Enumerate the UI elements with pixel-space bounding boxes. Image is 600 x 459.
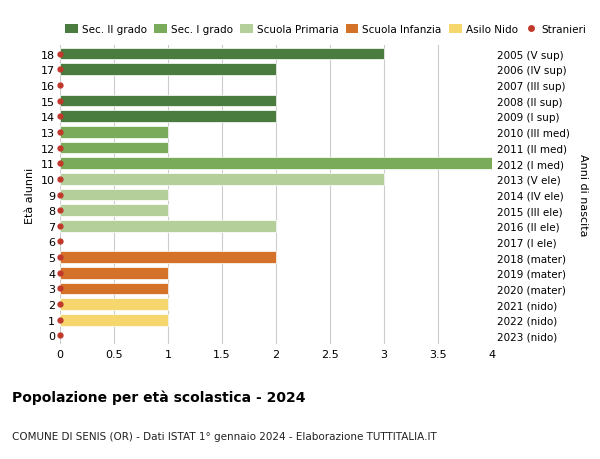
Bar — [60, 158, 492, 170]
Bar — [60, 220, 276, 232]
Bar — [60, 189, 168, 201]
Bar — [60, 95, 276, 107]
Bar — [60, 64, 276, 76]
Bar — [60, 142, 168, 154]
Bar — [60, 111, 276, 123]
Y-axis label: Anni di nascita: Anni di nascita — [578, 154, 588, 236]
Bar — [60, 174, 384, 185]
Text: Popolazione per età scolastica - 2024: Popolazione per età scolastica - 2024 — [12, 390, 305, 405]
Y-axis label: Età alunni: Età alunni — [25, 167, 35, 223]
Bar — [60, 298, 168, 310]
Bar — [60, 314, 168, 326]
Legend: Sec. II grado, Sec. I grado, Scuola Primaria, Scuola Infanzia, Asilo Nido, Stran: Sec. II grado, Sec. I grado, Scuola Prim… — [65, 24, 587, 35]
Bar — [60, 49, 384, 60]
Bar — [60, 252, 276, 263]
Bar — [60, 283, 168, 295]
Bar — [60, 205, 168, 217]
Text: COMUNE DI SENIS (OR) - Dati ISTAT 1° gennaio 2024 - Elaborazione TUTTITALIA.IT: COMUNE DI SENIS (OR) - Dati ISTAT 1° gen… — [12, 431, 437, 442]
Bar — [60, 267, 168, 279]
Bar — [60, 127, 168, 139]
